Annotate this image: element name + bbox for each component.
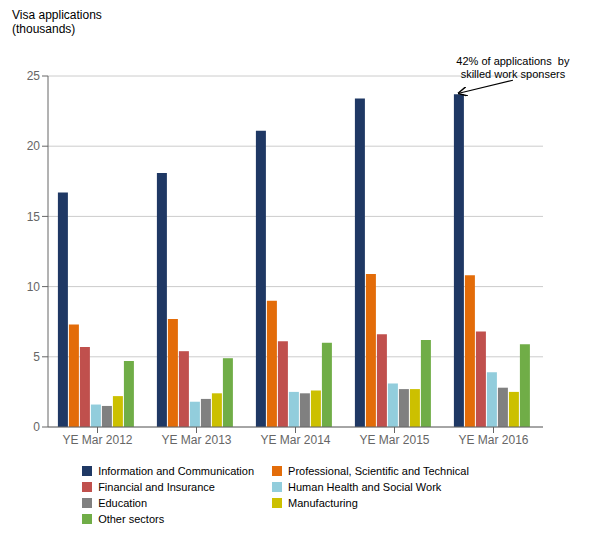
svg-text:10: 10	[27, 280, 41, 294]
html-text:Visa applications (thousands): Visa applications (thousands)	[12, 8, 102, 36]
svg-text:YE Mar 2015: YE Mar 2015	[359, 433, 429, 447]
svg-text:15: 15	[27, 210, 41, 224]
svg-text:0: 0	[33, 420, 40, 434]
svg-text:25: 25	[27, 69, 41, 83]
svg-text:20: 20	[27, 139, 41, 153]
html-text:Manufacturing: Manufacturing	[288, 497, 358, 509]
svg-text:YE Mar 2013: YE Mar 2013	[161, 433, 231, 447]
html-text:Human Health and Social Work: Human Health and Social Work	[288, 481, 442, 493]
svg-text:YE Mar 2014: YE Mar 2014	[260, 433, 330, 447]
html-text:Financial and Insurance: Financial and Insurance	[98, 481, 215, 493]
svg-text:YE Mar 2016: YE Mar 2016	[458, 433, 528, 447]
svg-text:YE Mar 2012: YE Mar 2012	[62, 433, 132, 447]
html-text:Professional, Scientific and T: Professional, Scientific and Technical	[288, 465, 469, 477]
svg-text:42% of applications byskilled: 42% of applications byskilled work spons…	[456, 55, 570, 80]
html-text:Education: Education	[98, 497, 148, 509]
svg-text:5: 5	[33, 350, 40, 364]
html-text:Other sectors: Other sectors	[98, 513, 165, 525]
html-text:Information and Communication: Information and Communication	[98, 465, 255, 477]
